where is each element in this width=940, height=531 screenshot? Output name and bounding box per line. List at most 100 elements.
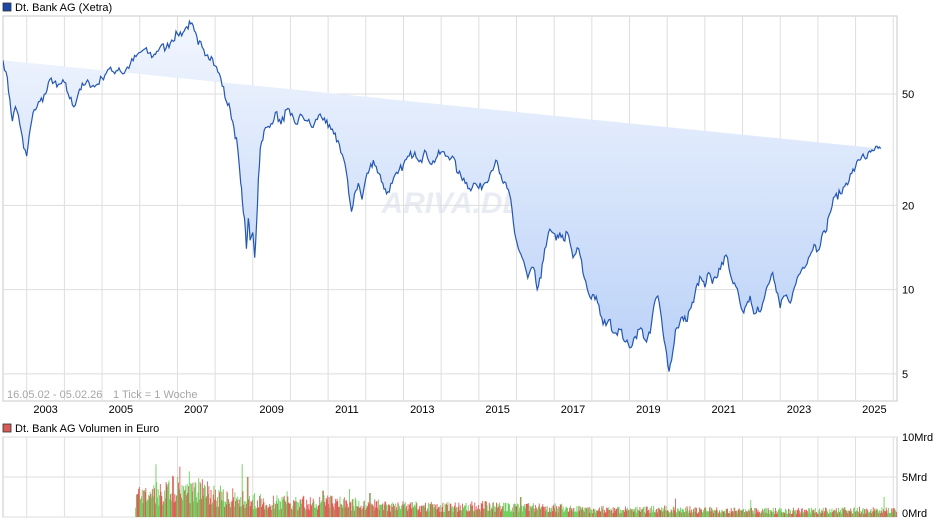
volume-bars [135, 464, 897, 517]
volume-bar [172, 476, 174, 517]
volume-bar [791, 513, 793, 517]
volume-bar [809, 508, 810, 517]
volume-bar [146, 501, 147, 517]
volume-bar [209, 498, 211, 517]
volume-bar [521, 505, 523, 517]
volume-bar [203, 487, 205, 517]
volume-bar [598, 507, 600, 517]
volume-bar [397, 502, 399, 517]
volume-bar [635, 513, 637, 517]
volume-bar [863, 513, 865, 517]
volume-bar [373, 510, 375, 517]
volume-bar [367, 506, 368, 517]
volume-bar [414, 506, 416, 517]
volume-bar [743, 508, 744, 517]
volume-bar [748, 509, 750, 517]
volume-bar [479, 509, 481, 517]
volume-bar [346, 500, 347, 517]
volume-bar [830, 512, 831, 517]
volume-bar [845, 510, 847, 517]
volume-bar [616, 508, 618, 517]
volume-bar [222, 489, 224, 517]
volume-bar [703, 508, 705, 517]
volume-bar [159, 495, 161, 517]
volume-bar [829, 509, 831, 517]
volume-bar [361, 509, 363, 517]
volume-bar [634, 511, 636, 517]
volume-bar [740, 510, 742, 517]
volume-bar [491, 508, 493, 517]
volume-bar [674, 510, 676, 517]
volume-bar [490, 507, 492, 517]
volume-bar [164, 490, 166, 517]
volume-bar [576, 506, 578, 517]
volume-bar [732, 510, 734, 517]
volume-bar [717, 513, 719, 517]
volume-bar [357, 506, 359, 517]
volume-bar [723, 511, 725, 517]
volume-bar [724, 513, 726, 517]
volume-bar [308, 503, 310, 517]
volume-bar [501, 506, 503, 517]
volume-bar [642, 508, 644, 517]
volume-bar [267, 507, 269, 517]
volume-bar [489, 504, 491, 517]
volume-bar [444, 503, 446, 517]
volume-bar [688, 510, 690, 517]
volume-bar [415, 501, 417, 517]
volume-bar [175, 495, 177, 517]
volume-bar [448, 510, 450, 517]
volume-bar [443, 511, 445, 517]
volume-bar [338, 506, 340, 517]
volume-bar [467, 511, 468, 517]
volume-bar [504, 502, 506, 517]
volume-bar [772, 512, 773, 517]
volume-bar [482, 508, 484, 517]
volume-bar [196, 502, 198, 517]
volume-bar [701, 509, 702, 517]
volume-bar [698, 512, 700, 517]
volume-bar [779, 507, 781, 517]
volume-bar [837, 513, 839, 517]
volume-bar [624, 512, 626, 517]
volume-bar [375, 507, 376, 517]
volume-bar [585, 507, 587, 517]
volume-bar [172, 475, 174, 517]
volume-bar [412, 507, 414, 517]
volume-bar [658, 507, 660, 517]
volume-bar [783, 512, 785, 517]
volume-bar [450, 503, 452, 517]
volume-bar [543, 507, 545, 517]
volume-bar [824, 511, 826, 517]
volume-bar [546, 509, 547, 517]
volume-bar [807, 512, 809, 517]
volume-bar [619, 513, 621, 517]
volume-bar [653, 505, 655, 517]
volume-bar [423, 504, 425, 517]
volume-bar [854, 511, 856, 517]
volume-bar [335, 498, 337, 517]
volume-bar [270, 509, 272, 517]
volume-bar [633, 508, 635, 517]
volume-bar [178, 489, 180, 517]
volume-bar [858, 512, 860, 517]
volume-bar [350, 502, 352, 517]
volume-bar [851, 510, 852, 517]
volume-bar [206, 481, 208, 517]
volume-bar [176, 495, 178, 517]
volume-bar [734, 507, 736, 517]
volume-bar [149, 496, 150, 517]
volume-bar [765, 512, 767, 517]
volume-bar [369, 493, 371, 517]
volume-bar [366, 508, 368, 517]
volume-bar [469, 503, 471, 517]
volume-bar [138, 489, 140, 517]
volume-bar [638, 510, 640, 517]
volume-bar [214, 499, 216, 517]
volume-bar [230, 502, 232, 517]
volume-bar [277, 503, 279, 517]
volume-bar [396, 509, 398, 517]
volume-bar [561, 503, 563, 517]
volume-bar [548, 511, 550, 517]
volume-bar [669, 512, 671, 517]
